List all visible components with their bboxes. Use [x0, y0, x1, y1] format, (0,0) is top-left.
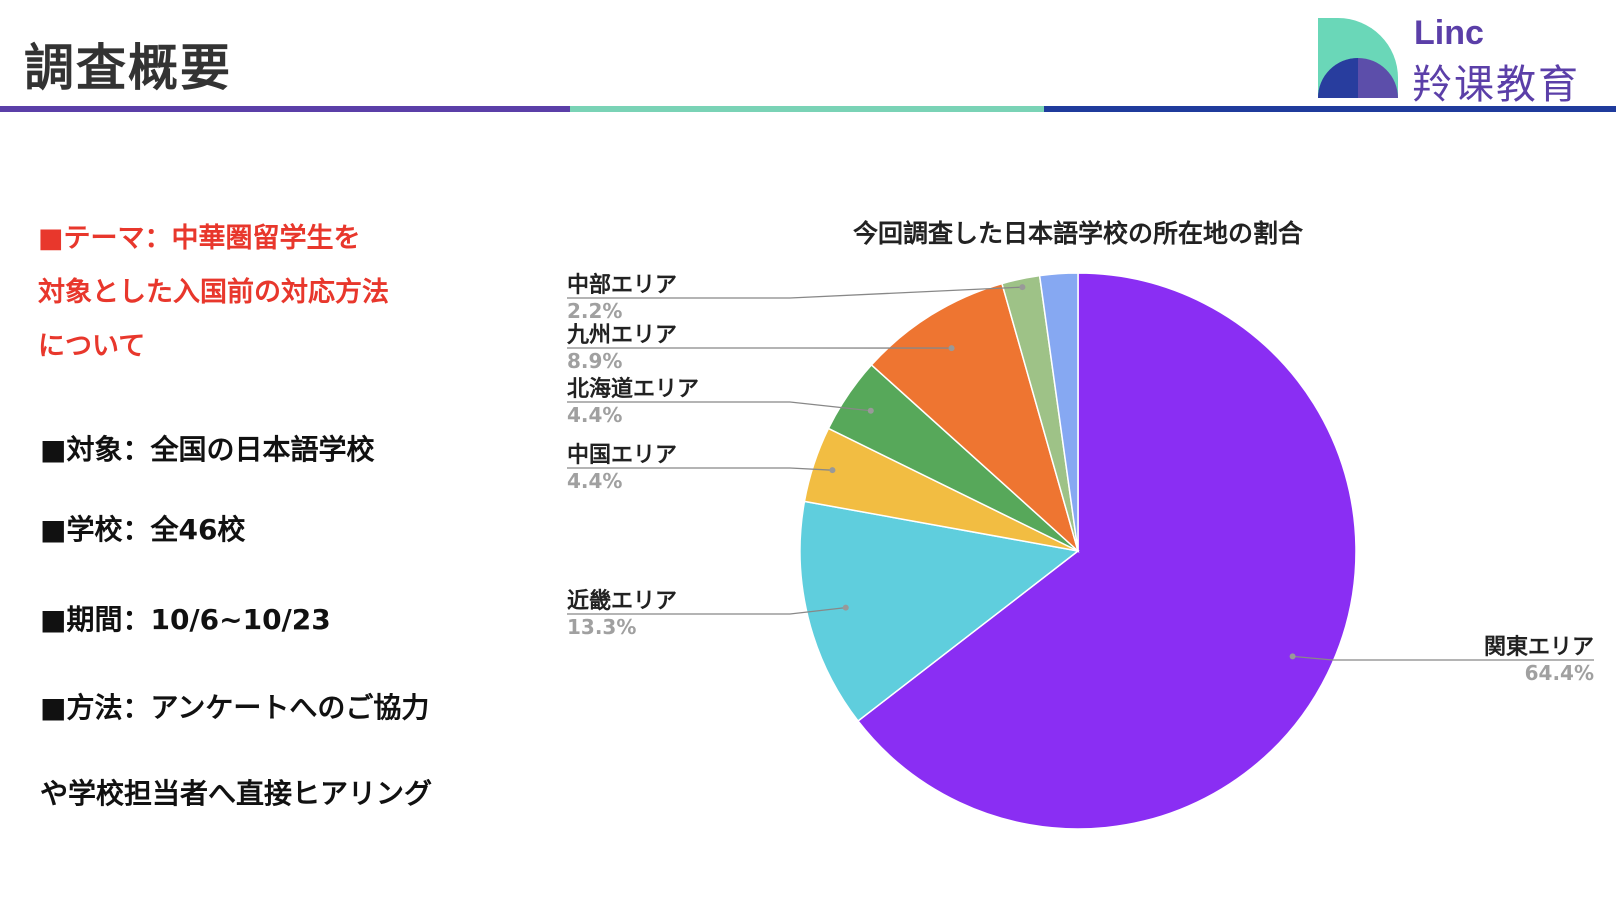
callout-line-5: [567, 286, 1023, 299]
header-stripe-mint: [570, 106, 1044, 112]
pie-slice-1: [799, 500, 1080, 723]
callout-dot-1: [842, 604, 849, 611]
callout-line-3: [567, 401, 871, 412]
callout-line-1: [567, 607, 846, 615]
theme-line-2: 対象とした入国前の対応方法: [38, 277, 389, 308]
callout-line-2: [567, 467, 833, 471]
slice-value-2: 4.4%: [567, 469, 622, 493]
callout-dot-5: [1019, 284, 1026, 291]
header-stripe-navy: [1044, 106, 1616, 112]
slice-value-4: 8.9%: [567, 349, 622, 373]
callout-dot-4: [948, 345, 955, 352]
chart-title: 今回調査した日本語学校の所在地の割合: [853, 219, 1304, 248]
slice-label-3: 北海道エリア: [567, 376, 699, 402]
callout-line-0: [1292, 655, 1594, 661]
slice-value-1: 13.3%: [567, 615, 636, 639]
period-text: ■期間：10/6~10/23: [40, 603, 331, 636]
slice-label-0: 関東エリア: [1484, 635, 1594, 660]
slice-value-0: 64.4%: [1525, 661, 1594, 685]
callout-dot-2: [829, 467, 836, 474]
target-text: ■対象：全国の日本語学校: [40, 433, 375, 466]
slice-label-1: 近畿エリア: [567, 588, 677, 614]
slice-label-2: 中国エリア: [567, 443, 677, 468]
header-stripe-purple: [0, 106, 570, 112]
schools-text: ■学校：全46校: [40, 513, 246, 546]
pie-slice-4: [870, 282, 1080, 554]
page-title: 調査概要: [24, 39, 232, 97]
callout-dot-3: [867, 407, 874, 414]
theme-block: ■テーマ：中華圏留学生を 対象とした入国前の対応方法 について: [38, 212, 538, 374]
method-text-2: や学校担当者へ直接ヒアリング: [40, 777, 433, 810]
pie-slice-0: [856, 272, 1357, 830]
method-text-1: ■方法：アンケートへのご協力: [40, 691, 430, 724]
slice-value-3: 4.4%: [567, 403, 622, 427]
logo-cjk-text: 羚课教育: [1412, 62, 1580, 108]
slice-label-4: 九州エリア: [566, 323, 677, 348]
pie-slice-6: [1038, 272, 1079, 552]
linc-logo: Linc 羚课教育: [1318, 14, 1608, 108]
theme-line-1: ■テーマ：中華圏留学生を: [38, 223, 361, 254]
logo-latin-text: Linc: [1414, 14, 1484, 52]
slice-label-5: 中部エリア: [567, 272, 677, 298]
linc-logo-icon: [1318, 18, 1398, 98]
slice-value-5: 2.2%: [567, 299, 622, 323]
callout-dot-0: [1289, 653, 1296, 660]
theme-line-3: について: [38, 331, 146, 362]
